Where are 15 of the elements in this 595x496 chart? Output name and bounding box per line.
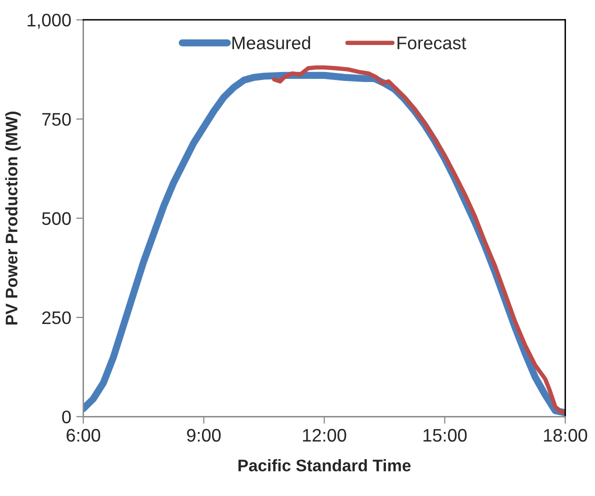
y-tick-label: 500 [42,212,71,225]
line-series [272,65,566,415]
y-axis-title: PV Power Production (MW) [5,112,21,325]
x-tick-label: 12:00 [303,428,346,442]
y-tick-label: 1,000 [28,14,71,29]
y-tick-label: 250 [42,311,71,324]
x-axis-title: Pacific Standard Time [238,459,411,472]
x-tick-label: 15:00 [424,428,467,442]
y-tick-label: 750 [42,112,71,126]
y-tick-label: 0 [62,410,71,424]
legend-label: Forecast [398,36,466,50]
x-tick-label: 9:00 [187,428,221,442]
x-tick-label: 18:00 [544,428,588,442]
x-tick-label: 6:00 [66,428,100,442]
legend-label: Measured [232,36,310,50]
